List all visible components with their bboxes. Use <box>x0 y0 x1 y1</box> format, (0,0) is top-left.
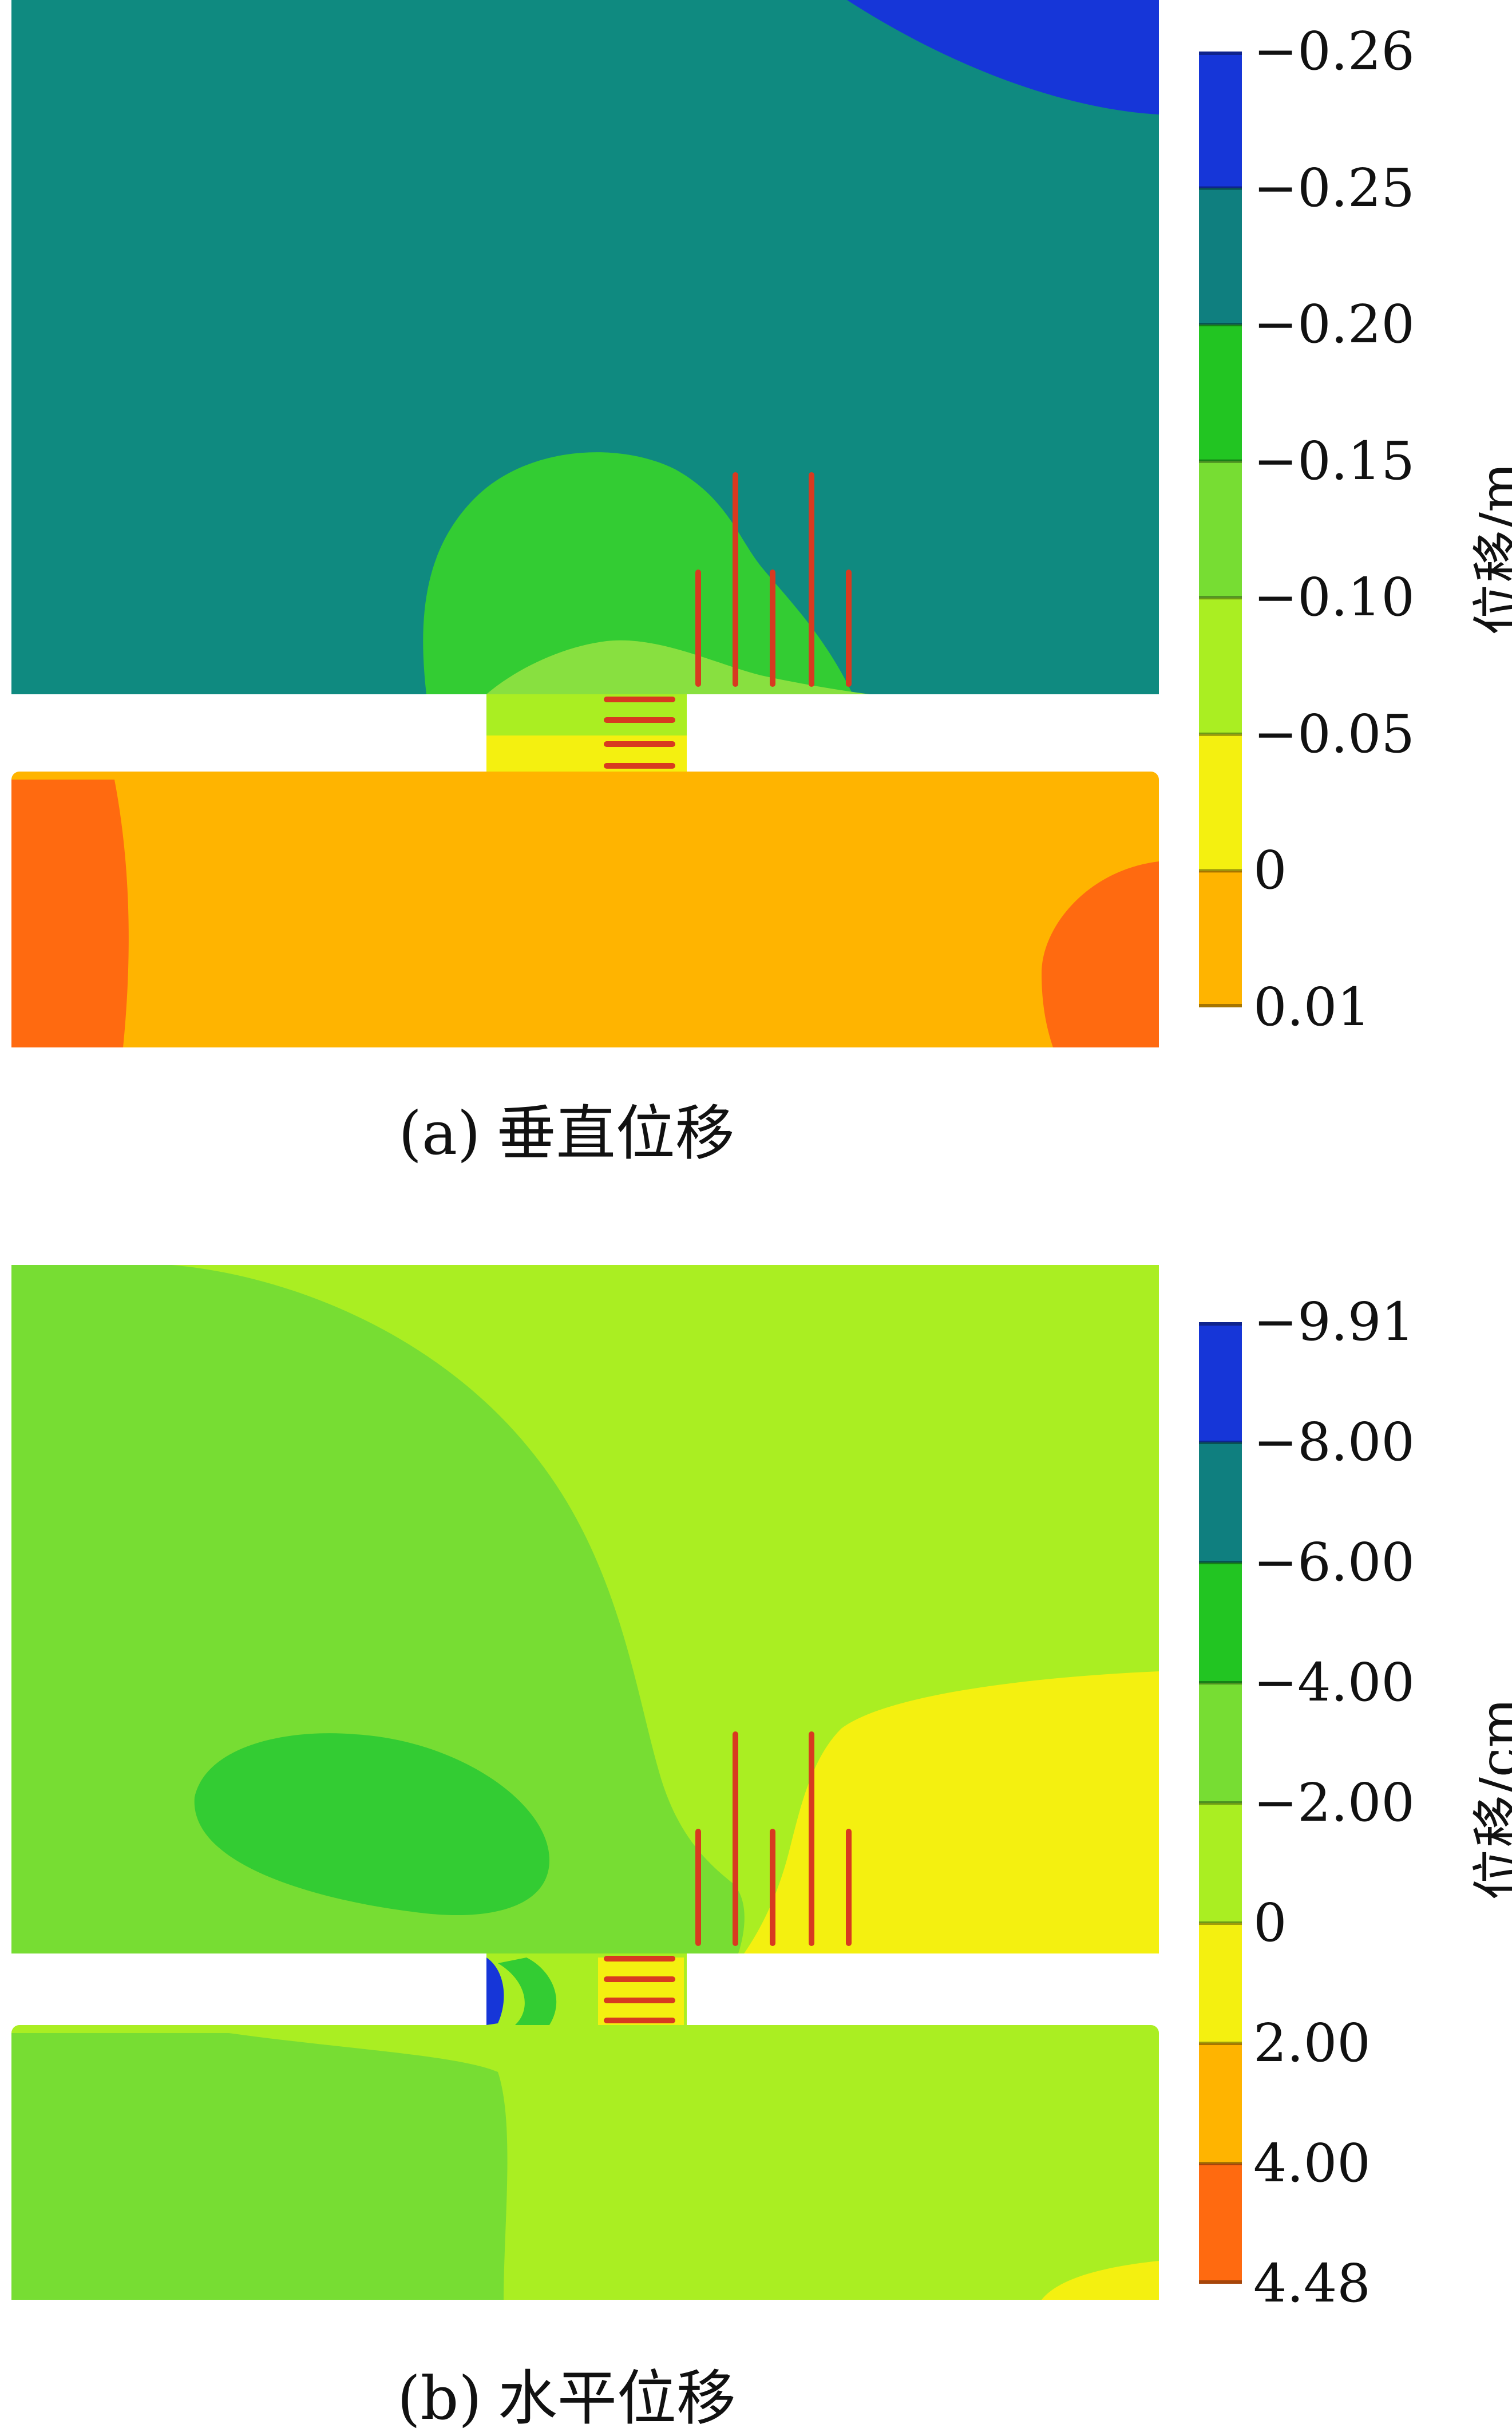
caption-horizontal-label: (b) <box>397 2363 482 2433</box>
panel-vertical-displacement: −0.26 −0.25 −0.20 −0.15 −0.10 −0.05 0 0.01 位移/m… <box>0 0 1512 1171</box>
unit-label-horizontal: 位移/cm <box>1469 1698 1512 1900</box>
colorbar-tick-label: 0 <box>1253 1892 1287 1953</box>
colorbar-band <box>1199 461 1242 598</box>
colorbar-tick-label: −0.10 <box>1253 567 1415 628</box>
unit-label-vertical: 位移/m <box>1469 462 1512 635</box>
colorbar-tick-label: 4.48 <box>1253 2253 1371 2314</box>
colorbar-tick-label: 2.00 <box>1253 2012 1371 2074</box>
opening-green <box>498 1957 557 2025</box>
caption-vertical-label: (a) <box>398 1098 481 1168</box>
colorbar-band <box>1199 325 1242 461</box>
colorbar-tick-label: −0.25 <box>1253 157 1415 219</box>
lower-yellow-zone <box>1042 2261 1159 2300</box>
colorbar-tick-label: −9.91 <box>1253 1291 1415 1353</box>
lower-stratum <box>11 772 1159 1047</box>
colorbar-band <box>1199 52 1242 188</box>
green-arc-zone <box>11 1265 745 1953</box>
colorbar-band <box>1199 1322 1242 1442</box>
colorbar-band <box>1199 1442 1242 1563</box>
colorbar-tick-label: −0.15 <box>1253 430 1415 492</box>
colorbar-band <box>1199 1803 1242 1923</box>
colorbar-tick-label: −0.26 <box>1253 21 1415 82</box>
colorbar-band <box>1199 1923 1242 2043</box>
caption-horizontal: (b) 水平位移 <box>0 2350 1133 2436</box>
roadway-gap-left <box>11 1953 486 2025</box>
colorbar-band <box>1199 871 1242 1007</box>
opening-yellow <box>598 1957 684 2025</box>
colorbar-tick-label: −0.20 <box>1253 294 1415 355</box>
colorbar-band <box>1199 1563 1242 1683</box>
roadway-gap-right <box>687 694 1159 772</box>
anchor-bolts-horizontal <box>604 697 675 769</box>
lower-left-uplift <box>11 780 129 1047</box>
green-bulb-zone <box>423 452 853 694</box>
colorbar-tick-label: −2.00 <box>1253 1772 1415 1833</box>
lower-right-uplift <box>1042 861 1159 1047</box>
anchor-bolts-vertical <box>695 1731 852 1946</box>
roadway-gap-right <box>687 1953 1159 2025</box>
colorbar-tick-label: −6.00 <box>1253 1532 1415 1593</box>
vertical-displacement-contour <box>11 0 1159 1047</box>
colorbar-band <box>1199 188 1242 325</box>
roadway-gap-left <box>11 694 486 772</box>
max-settlement-zone <box>847 0 1159 114</box>
colorbar-vertical <box>1199 52 1242 1007</box>
caption-vertical-title: 垂直位移 <box>496 1098 735 1168</box>
colorbar-tick-label: 0.01 <box>1253 976 1371 1038</box>
colorbar-horizontal <box>1199 1322 1242 2284</box>
opening-blue <box>486 1957 504 2025</box>
horizontal-displacement-contour <box>11 1265 1159 2300</box>
colorbar-band <box>1199 2164 1242 2284</box>
caption-horizontal-title: 水平位移 <box>497 2363 736 2433</box>
anchor-bolts-horizontal <box>604 1956 675 2023</box>
caption-vertical: (a) 垂直位移 <box>0 1085 1133 1171</box>
colorbar-band <box>1199 1683 1242 1803</box>
colorbar-tick-label: −8.00 <box>1253 1411 1415 1473</box>
green-ellipse-zone <box>194 1733 549 1915</box>
lower-green-zone <box>11 2033 508 2300</box>
panel-horizontal-displacement: −9.91 −8.00 −6.00 −4.00 −2.00 0 2.00 4.00 4.48 位… <box>0 1253 1512 2433</box>
colorbar-band <box>1199 2043 1242 2164</box>
colorbar-band <box>1199 598 1242 734</box>
colorbar-tick-label: 0 <box>1253 840 1287 901</box>
colorbar-tick-label: 4.00 <box>1253 2133 1371 2194</box>
colorbar-tick-label: −4.00 <box>1253 1652 1415 1713</box>
colorbar-band <box>1199 734 1242 871</box>
anchor-bolts-vertical <box>695 472 852 687</box>
colorbar-tick-label: −0.05 <box>1253 703 1415 765</box>
